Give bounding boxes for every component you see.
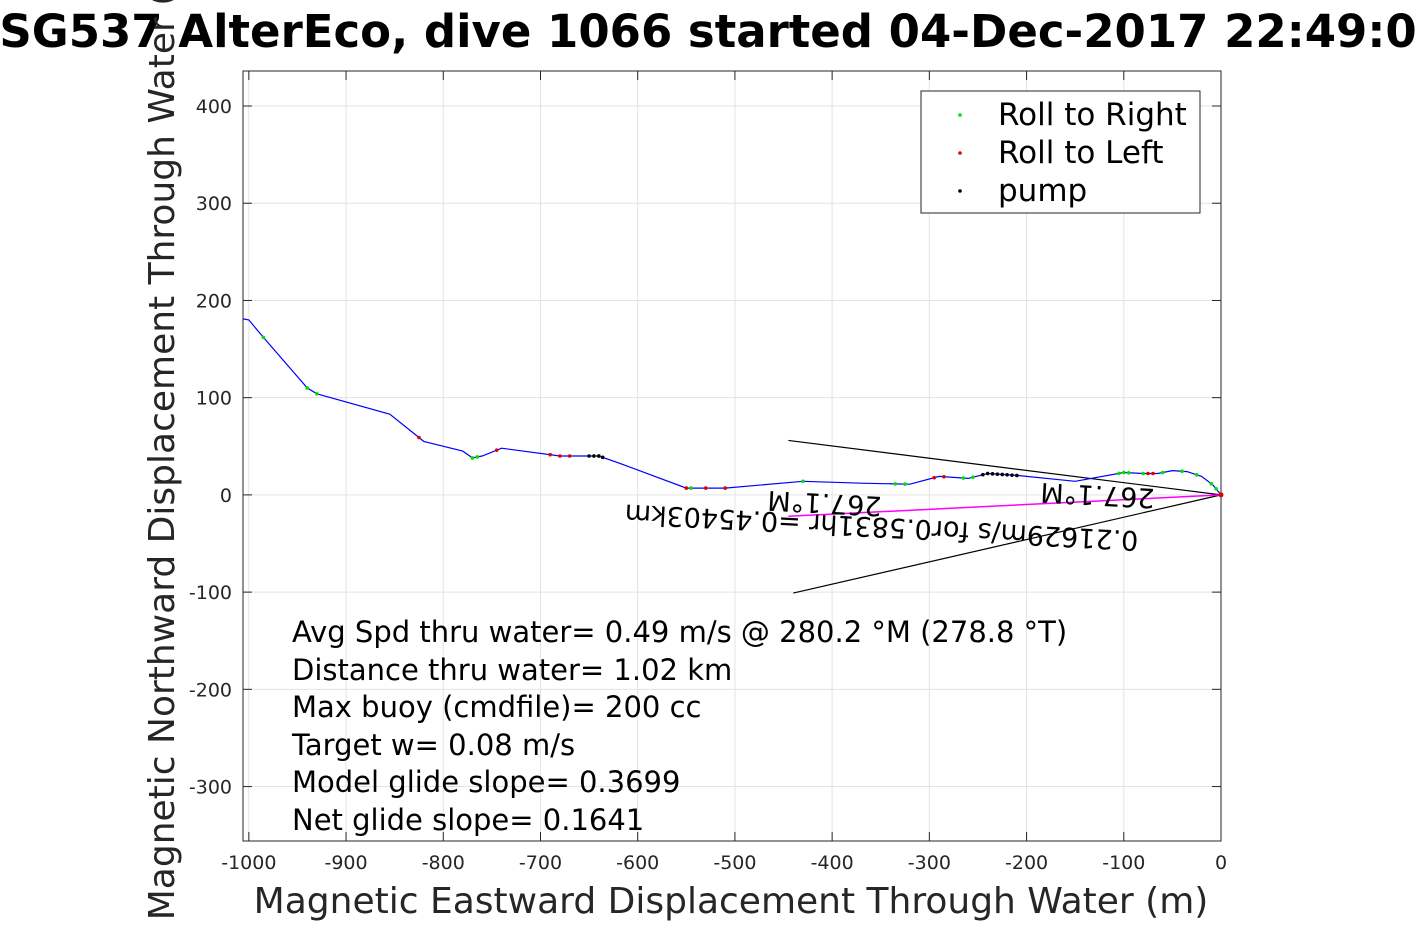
y-axis-label: Magnetic Northward Displacement Through … bbox=[142, 0, 183, 920]
x-tick-label: 0 bbox=[1215, 852, 1227, 874]
legend-box bbox=[920, 90, 1201, 214]
data-point-roll-left bbox=[494, 448, 499, 452]
x-tick-label: -300 bbox=[908, 852, 951, 874]
current-label-heading-1: 267.1°M bbox=[767, 484, 883, 521]
y-tick-label: 300 bbox=[196, 193, 232, 215]
data-point-pump bbox=[981, 472, 985, 477]
y-tick-label: 100 bbox=[196, 388, 232, 410]
x-tick-label: -1000 bbox=[221, 852, 276, 874]
data-point-pump bbox=[1000, 472, 1005, 477]
data-point-pump bbox=[1010, 473, 1014, 477]
series-line-track bbox=[242, 318, 1222, 496]
data-point-roll-left bbox=[548, 452, 553, 457]
wedge-line bbox=[793, 494, 1222, 594]
legend-marker-pump bbox=[958, 189, 962, 193]
data-point-roll-right bbox=[1121, 470, 1126, 475]
data-point-roll-right bbox=[470, 456, 475, 460]
data-point-roll-right bbox=[1214, 487, 1218, 491]
data-point-roll-right bbox=[903, 482, 907, 486]
x-axis-label: Magnetic Eastward Displacement Through W… bbox=[254, 881, 1209, 922]
data-point-pump bbox=[592, 454, 596, 458]
legend-marker-roll-right bbox=[958, 113, 962, 117]
x-tick-label: -800 bbox=[422, 852, 465, 874]
legend: Roll to Right Roll to Left pump bbox=[920, 90, 1201, 214]
data-point-roll-right bbox=[1194, 472, 1199, 477]
x-tick-label: -900 bbox=[324, 852, 367, 874]
data-point-roll-left bbox=[942, 474, 946, 479]
data-point-pump bbox=[1015, 473, 1019, 478]
data-point-pump bbox=[1005, 472, 1009, 477]
data-point-roll-left bbox=[723, 486, 727, 490]
legend-label-pump: pump bbox=[998, 173, 1087, 209]
data-point-roll-right bbox=[315, 391, 319, 396]
annotation-max-buoy: Max buoy (cmdfile)= 200 cc bbox=[292, 690, 701, 724]
data-point-pump bbox=[587, 454, 591, 458]
data-point-roll-left bbox=[417, 435, 421, 440]
data-point-roll-left bbox=[558, 454, 562, 458]
data-point-roll-right bbox=[893, 482, 898, 486]
data-point-roll-left bbox=[1218, 492, 1224, 498]
wedge-line bbox=[788, 439, 1222, 496]
data-point-roll-left bbox=[932, 475, 937, 480]
annotation-avg-speed: Avg Spd thru water= 0.49 m/s @ 280.2 °M … bbox=[292, 615, 1067, 649]
data-point-roll-right bbox=[1160, 470, 1165, 475]
data-point-pump bbox=[597, 454, 601, 458]
y-tick-label: 400 bbox=[196, 96, 232, 118]
chart-title: SG537 AlterEco, dive 1066 started 04-Dec… bbox=[0, 5, 1417, 58]
x-tick-label: -500 bbox=[713, 852, 756, 874]
marker-group bbox=[261, 335, 1224, 498]
annotation-model-glide: Model glide slope= 0.3699 bbox=[292, 765, 680, 799]
data-point-roll-right bbox=[1117, 471, 1121, 476]
legend-marker-roll-left bbox=[958, 151, 962, 155]
data-point-roll-right bbox=[1180, 469, 1184, 474]
data-point-pump bbox=[985, 471, 990, 476]
y-tick-label: -100 bbox=[189, 582, 232, 604]
series-group bbox=[242, 318, 1222, 518]
x-tick-label: -200 bbox=[1005, 852, 1048, 874]
legend-label-roll-right: Roll to Right bbox=[998, 97, 1187, 133]
data-point-pump bbox=[990, 472, 995, 476]
x-tick-label: -600 bbox=[616, 852, 659, 874]
data-point-pump bbox=[995, 472, 1000, 476]
x-tick-label: -100 bbox=[1102, 852, 1145, 874]
data-point-roll-left bbox=[684, 486, 689, 490]
data-point-roll-left bbox=[703, 486, 708, 490]
annotation-distance: Distance thru water= 1.02 km bbox=[292, 653, 732, 687]
data-point-roll-right bbox=[1209, 481, 1214, 486]
annotation-target-w: Target w= 0.08 m/s bbox=[291, 728, 575, 762]
data-point-roll-right bbox=[1141, 471, 1146, 476]
y-tick-label: 200 bbox=[196, 290, 232, 312]
current-label-heading-2: 267.1°M bbox=[1040, 476, 1156, 513]
tick-marks bbox=[243, 71, 1222, 841]
x-tick-label: -700 bbox=[519, 852, 562, 874]
data-point-roll-right bbox=[801, 479, 805, 484]
y-tick-label: -200 bbox=[189, 679, 232, 701]
data-point-pump bbox=[600, 455, 605, 460]
series-line-dive-vector bbox=[788, 494, 1222, 518]
data-point-roll-left bbox=[1151, 471, 1155, 476]
annotation-net-glide: Net glide slope= 0.1641 bbox=[292, 803, 644, 837]
x-tick-label: -400 bbox=[811, 852, 854, 874]
plot-area bbox=[242, 70, 1222, 842]
y-tick-label: 0 bbox=[220, 485, 232, 507]
data-point-roll-right bbox=[961, 476, 966, 480]
stats-annotations: Avg Spd thru water= 0.49 m/s @ 280.2 °M … bbox=[291, 615, 1067, 837]
legend-label-roll-left: Roll to Left bbox=[998, 135, 1164, 171]
data-point-roll-left bbox=[567, 454, 572, 458]
data-point-roll-right bbox=[1126, 470, 1131, 475]
data-point-roll-left bbox=[1146, 471, 1150, 476]
y-tick-label: -300 bbox=[189, 777, 232, 799]
y-axis: -300 -200 -100 0 100 200 300 400 bbox=[189, 96, 232, 799]
wedge-lines bbox=[788, 439, 1222, 594]
data-point-roll-right bbox=[261, 335, 266, 340]
data-point-roll-right bbox=[305, 386, 309, 390]
data-point-roll-right bbox=[475, 455, 480, 459]
data-point-roll-right bbox=[689, 486, 693, 490]
x-axis: -1000 -900 -800 -700 -600 -500 -400 -300 -200 -10… bbox=[221, 852, 1227, 874]
data-point-roll-right bbox=[971, 475, 975, 479]
